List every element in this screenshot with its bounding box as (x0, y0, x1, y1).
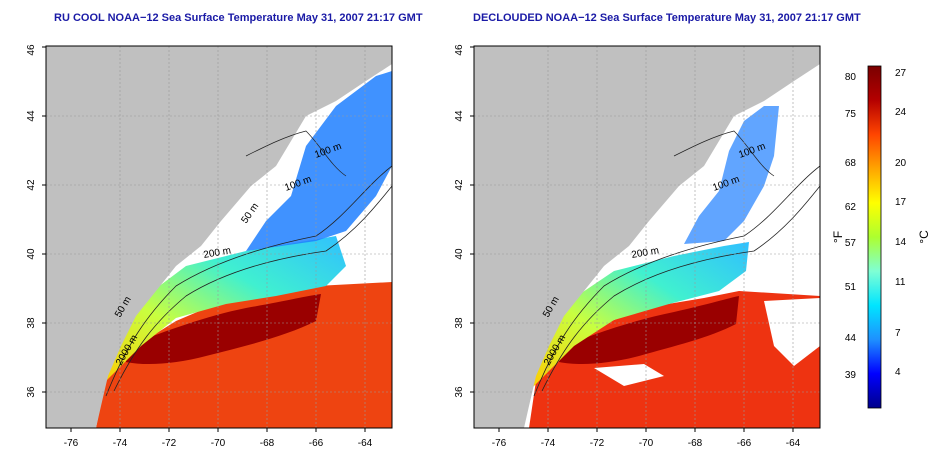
colorbar-f-label: °F (831, 231, 845, 243)
lon-tick-label: -76 (64, 438, 79, 449)
panel-title-right: DECLOUDED NOAA−12 Sea Surface Temperatur… (473, 12, 861, 24)
shelf-water (101, 236, 346, 386)
isobath-line (673, 130, 775, 177)
lon-tick-label: -64 (786, 438, 801, 449)
lon-tick-label: -68 (688, 438, 703, 449)
colorbar-f-tick: 62 (845, 202, 857, 213)
lat-tick-label: 40 (26, 248, 37, 260)
lat-tick-label: 46 (454, 44, 465, 56)
colorbar-c-label: °C (917, 230, 931, 244)
isobath-line (533, 165, 820, 397)
isobath-label: 200 m (631, 245, 660, 261)
colorbar-c-tick: 7 (895, 328, 901, 339)
isobath-line (113, 185, 392, 392)
cloud-mask (594, 364, 664, 386)
colorbar-c-tick: 17 (895, 197, 907, 208)
gulf-stream-core (126, 294, 321, 364)
colorbar-f-tick: 51 (845, 282, 857, 293)
lon-tick-label: -68 (260, 438, 275, 449)
panel-title-left: RU COOL NOAA−12 Sea Surface Temperature … (54, 12, 423, 24)
lon-tick-label: -76 (492, 438, 507, 449)
cloud-mask (764, 298, 820, 366)
colorbar-gradient (867, 65, 882, 409)
lon-tick-label: -70 (211, 438, 226, 449)
colorbar: 80 75 68 62 57 51 44 39 27 24 20 17 14 1… (831, 65, 931, 409)
map-grid (46, 46, 392, 428)
colorbar-c-tick: 11 (895, 277, 906, 288)
cool-water (684, 106, 779, 244)
colorbar-f-tick: 39 (845, 370, 857, 381)
colorbar-f-tick: 80 (845, 72, 857, 83)
colorbar-c-tick: 4 (895, 367, 901, 378)
lon-tick-label: -64 (358, 438, 373, 449)
colorbar-c-tick: 27 (895, 68, 907, 79)
colorbar-c-tick: 14 (895, 237, 907, 248)
lat-tick-label: 42 (454, 179, 465, 191)
lat-tick-label: 36 (26, 386, 37, 398)
colorbar-f-tick: 68 (845, 158, 857, 169)
lon-tick-label: -66 (309, 438, 324, 449)
lat-tick-label: 44 (454, 110, 465, 122)
lat-tick-label: 40 (454, 248, 465, 260)
isobath-line (245, 130, 347, 177)
land (46, 46, 392, 428)
map-panel-left: 50 m 100 m 100 m 200 m 50 m 2000 m -76 -… (26, 44, 393, 449)
map-grid (474, 46, 820, 428)
lat-tick-label: 42 (26, 179, 37, 191)
lat-tick-label: 38 (26, 317, 37, 329)
colorbar-f-tick: 44 (845, 333, 857, 344)
lon-tick-label: -74 (113, 438, 128, 449)
lon-tick-label: -74 (541, 438, 556, 449)
lon-tick-label: -66 (737, 438, 752, 449)
lon-tick-label: -72 (162, 438, 177, 449)
lat-tick-label: 36 (454, 386, 465, 398)
lat-axis: 36 38 40 42 44 46 (26, 44, 46, 398)
colorbar-c-tick: 20 (895, 158, 907, 169)
colorbar-f-tick: 75 (845, 109, 857, 120)
lon-tick-label: -70 (639, 438, 654, 449)
lat-axis: 36 38 40 42 44 46 (454, 44, 474, 398)
isobath-line (541, 185, 820, 392)
lat-tick-label: 44 (26, 110, 37, 122)
colorbar-f-tick: 57 (845, 238, 857, 249)
lon-axis: -76 -74 -72 -70 -68 -66 -64 (492, 428, 801, 449)
isobath-label: 200 m (203, 245, 232, 261)
map-panel-right: 100 m 100 m 200 m 50 m 2000 m -76 -74 -7… (454, 44, 821, 449)
gulf-stream-core (559, 296, 739, 364)
land (474, 46, 820, 428)
warm-water (96, 282, 392, 428)
lat-tick-label: 46 (26, 44, 37, 56)
lon-axis: -76 -74 -72 -70 -68 -66 -64 (64, 428, 373, 449)
colorbar-c-tick: 24 (895, 107, 907, 118)
isobath-line (105, 165, 392, 397)
lon-tick-label: -72 (590, 438, 605, 449)
lat-tick-label: 38 (454, 317, 465, 329)
